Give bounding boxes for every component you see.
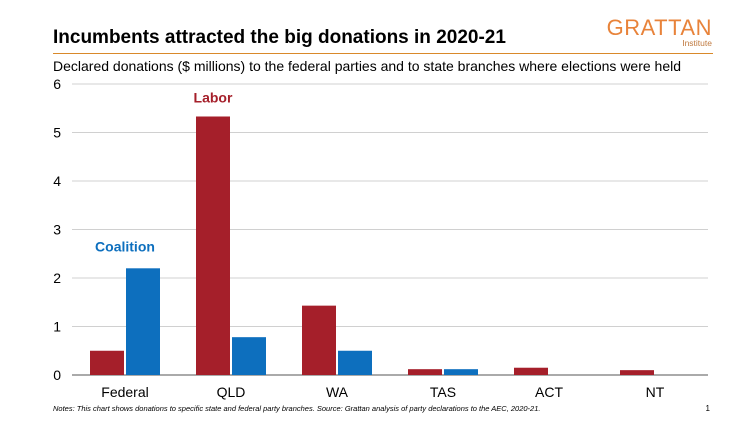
y-tick-label: 3	[53, 222, 61, 238]
y-tick-label: 2	[53, 270, 61, 286]
y-tick-label: 1	[53, 319, 61, 335]
page-number: 1	[705, 404, 710, 413]
bar-labor-qld	[196, 116, 230, 376]
chart-subtitle: Declared donations ($ millions) to the f…	[53, 58, 682, 74]
bar-coalition-tas	[444, 369, 478, 375]
x-tick-label: NT	[646, 384, 665, 400]
x-tick-label: ACT	[535, 384, 563, 400]
bar-labor-federal	[90, 350, 124, 375]
y-tick-label: 6	[53, 76, 61, 92]
y-tick-label: 5	[53, 125, 61, 141]
grattan-logo: GRATTAN Institute	[607, 17, 712, 48]
bar-coalition-qld	[232, 337, 266, 375]
bar-labor-wa	[302, 305, 336, 375]
logo-institute: Institute	[682, 38, 712, 48]
x-tick-label: QLD	[217, 384, 246, 400]
y-tick-label: 4	[53, 173, 61, 189]
bar-labor-nt	[620, 370, 654, 375]
y-tick-label: 0	[53, 367, 61, 383]
chart-notes: Notes: This chart shows donations to spe…	[53, 404, 541, 413]
x-tick-label: WA	[326, 384, 349, 400]
chart-title: Incumbents attracted the big donations i…	[53, 27, 506, 48]
series-label-coalition: Coalition	[95, 238, 155, 254]
x-tick-label: TAS	[430, 384, 456, 400]
bar-labor-act	[514, 367, 548, 375]
series-label-labor: Labor	[194, 89, 233, 105]
x-tick-label: Federal	[101, 384, 148, 400]
logo-brand: GRATTAN	[606, 15, 712, 40]
title-rule	[53, 53, 713, 54]
bar-labor-tas	[408, 369, 442, 375]
bar-coalition-federal	[126, 268, 160, 375]
bar-coalition-wa	[338, 350, 372, 375]
